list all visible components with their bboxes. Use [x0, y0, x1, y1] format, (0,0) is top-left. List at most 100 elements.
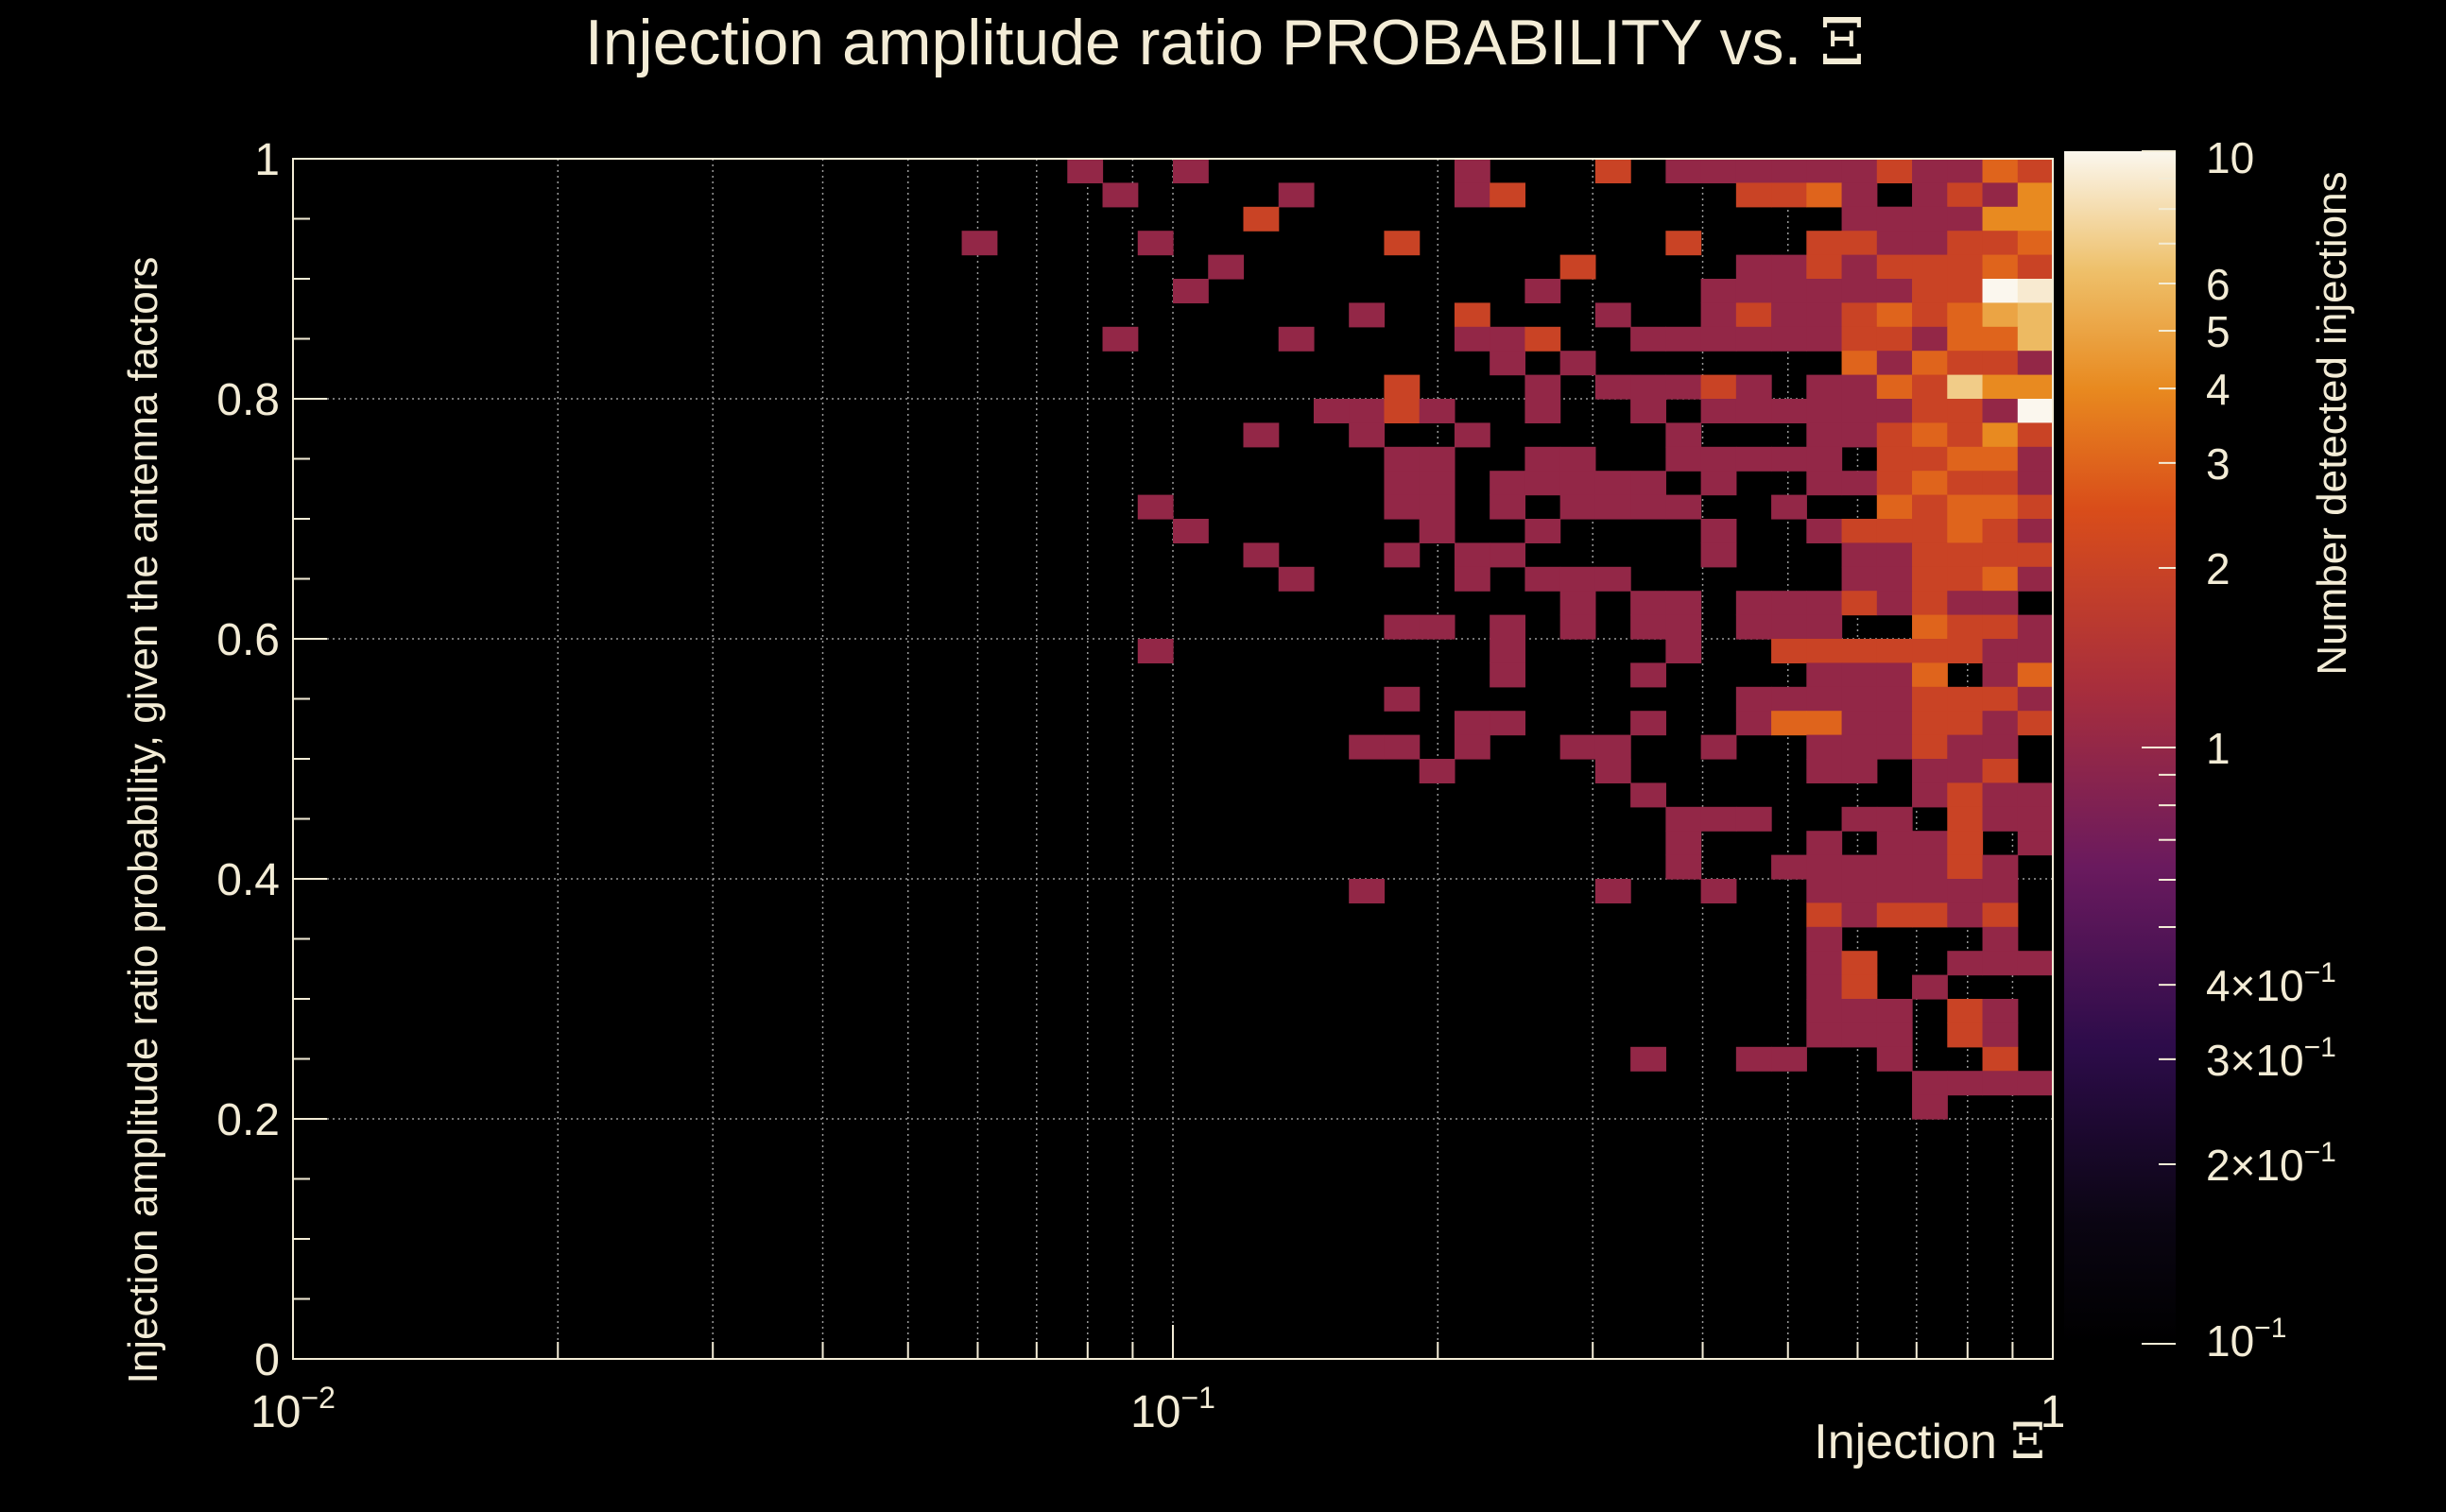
heatmap-cell: [1947, 566, 1984, 592]
heatmap-cell: [1735, 326, 1772, 352]
colorbar-tick-label: 3: [2206, 439, 2231, 489]
heatmap-cell: [1278, 182, 1315, 208]
heatmap-cell: [1419, 614, 1456, 640]
heatmap-cell: [1490, 182, 1525, 208]
heatmap-cell: [1524, 566, 1561, 592]
y-axis-label: Injection amplitude ratio probability, g…: [120, 257, 166, 1384]
heatmap-cell: [1982, 231, 2019, 256]
heatmap-cell: [1947, 182, 1984, 208]
axis-ticks: [292, 158, 2054, 1360]
heatmap-cell: [2017, 639, 2054, 663]
heatmap-cell: [1982, 734, 2019, 760]
heatmap-cell: [1912, 566, 1948, 592]
heatmap-cell: [1735, 1046, 1772, 1072]
heatmap-cell: [1841, 422, 1878, 448]
heatmap-cell: [1982, 686, 2019, 712]
heatmap-cell: [1876, 711, 1913, 736]
heatmap-cell: [1700, 542, 1737, 568]
heatmap-cell: [2017, 831, 2054, 856]
heatmap-cell: [1490, 326, 1525, 352]
heatmap-cell: [1912, 974, 1948, 1000]
heatmap-cell: [1208, 254, 1245, 280]
heatmap-cell: [2017, 182, 2054, 208]
heatmap-cell: [1806, 831, 1843, 856]
heatmap-cell: [1947, 1071, 1984, 1096]
heatmap-cell: [1876, 422, 1913, 448]
heatmap-cell: [1806, 614, 1843, 640]
heatmap-cell: [1173, 279, 1209, 303]
heatmap-cell: [1912, 519, 1948, 543]
heatmap-cell: [1947, 686, 1984, 712]
heatmap-cell: [1665, 854, 1702, 880]
heatmap-cell: [1947, 159, 1984, 183]
heatmap-cell: [1947, 231, 1984, 256]
heatmap-cell: [1982, 254, 2019, 280]
colorbar-tick-label: 6: [2206, 260, 2231, 309]
heatmap-cell: [1700, 159, 1737, 183]
heatmap-cell: [1384, 494, 1421, 520]
heatmap-cell: [1630, 662, 1666, 688]
heatmap-cell: [1982, 399, 2019, 423]
heatmap-cell: [1806, 231, 1843, 256]
heatmap-cell: [1806, 446, 1843, 472]
heatmap-cell: [1982, 351, 2019, 376]
heatmap-cell: [1947, 591, 1984, 616]
heatmap-cell: [1665, 591, 1702, 616]
heatmap-cell: [1665, 831, 1702, 856]
heatmap-cell: [1982, 566, 2019, 592]
heatmap-cell: [1349, 734, 1386, 760]
heatmap-cell: [1947, 494, 1984, 520]
heatmap-cell: [1735, 254, 1772, 280]
heatmap-cell: [1912, 422, 1948, 448]
colorbar-tick-label: 4: [2206, 365, 2231, 414]
heatmap-cell: [1841, 566, 1878, 592]
heatmap-cell: [1700, 734, 1737, 760]
heatmap-cell: [1947, 302, 1984, 328]
heatmap-cell: [1594, 734, 1631, 760]
heatmap-cell: [1735, 711, 1772, 736]
heatmap-cell: [1806, 159, 1843, 183]
heatmap-cell: [2017, 711, 2054, 736]
heatmap-cell: [1278, 566, 1315, 592]
heatmap-cell: [1384, 374, 1421, 400]
heatmap-cell: [1982, 1022, 2019, 1048]
heatmap-cell: [1876, 351, 1913, 376]
heatmap-cell: [1665, 614, 1702, 640]
heatmap-cell: [1524, 519, 1561, 543]
heatmap-cell: [1876, 902, 1913, 928]
heatmap-cell: [1912, 279, 1948, 303]
heatmap-cell: [1243, 422, 1280, 448]
heatmap-cell: [1912, 326, 1948, 352]
heatmap-cell: [1982, 806, 2019, 832]
heatmap-cell: [1982, 1071, 2019, 1096]
heatmap-cell: [1876, 302, 1913, 328]
heatmap-cell: [1559, 446, 1596, 472]
heatmap-cell: [1454, 159, 1490, 183]
heatmap-cell: [1559, 591, 1596, 616]
heatmap-cell: [1912, 782, 1948, 808]
heatmap-cell: [1841, 639, 1878, 663]
heatmap-cell: [1102, 326, 1139, 352]
heatmap-cell: [1841, 351, 1878, 376]
heatmap-cell: [1735, 159, 1772, 183]
heatmap-cell: [1841, 206, 1878, 232]
heatmap-cell: [1947, 254, 1984, 280]
heatmap-cell: [2017, 231, 2054, 256]
heatmap-cell: [1841, 519, 1878, 543]
heatmap-cell: [1700, 326, 1737, 352]
heatmap-cell: [2017, 302, 2054, 328]
heatmap-cell: [1594, 759, 1631, 783]
heatmap-cell: [1982, 374, 2019, 400]
heatmap-cell: [1665, 806, 1702, 832]
y-tick-label: 0.8: [216, 375, 280, 425]
heatmap-cell: [1841, 279, 1878, 303]
heatmap-cell: [1947, 206, 1984, 232]
heatmap-cell: [1876, 1022, 1913, 1048]
heatmap-cell: [1490, 639, 1525, 663]
colorbar-label: Number detected injections: [2309, 171, 2355, 675]
heatmap-cell: [1876, 734, 1913, 760]
colorbar-ticks: 10 65 4 3 2 1 4×10−1 3×10−1 2×10−1 10−1: [2142, 133, 2336, 1366]
heatmap-cell: [2017, 951, 2054, 976]
heatmap-cell: [1630, 591, 1666, 616]
